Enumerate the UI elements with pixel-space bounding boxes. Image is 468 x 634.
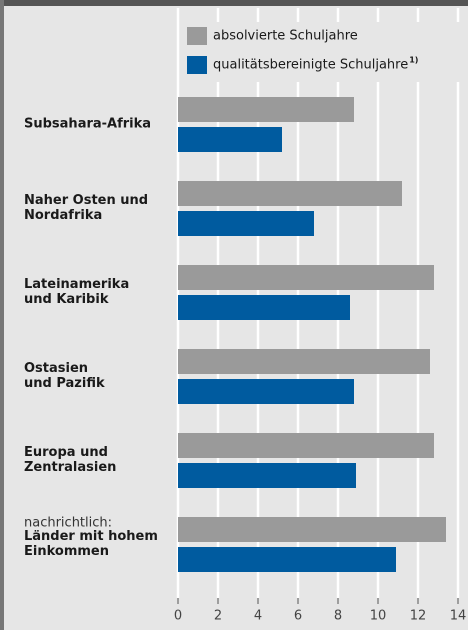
legend-note: 1) xyxy=(409,56,418,65)
x-tick-label: 2 xyxy=(214,609,222,624)
category-label: Länder mit hohem xyxy=(24,529,158,544)
x-tick-label: 12 xyxy=(410,609,427,624)
bar xyxy=(178,181,402,206)
category-label: Einkommen xyxy=(24,544,109,559)
legend-label: absolvierte Schuljahre xyxy=(213,29,358,44)
bar xyxy=(178,127,282,152)
x-tick-label: 6 xyxy=(294,609,302,624)
bar xyxy=(178,265,434,290)
category-label: und Karibik xyxy=(24,292,109,307)
bar xyxy=(178,349,430,374)
category-label: Nordafrika xyxy=(24,208,102,223)
bar xyxy=(178,379,354,404)
bar xyxy=(178,433,434,458)
category-label: und Pazifik xyxy=(24,376,105,391)
legend-swatch xyxy=(187,27,207,45)
bar xyxy=(178,463,356,488)
bar xyxy=(178,97,354,122)
category-label: Subsahara-Afrika xyxy=(24,117,151,132)
bar xyxy=(178,295,350,320)
x-tick-label: 10 xyxy=(370,609,387,624)
top-border xyxy=(0,0,468,6)
legend-background xyxy=(182,22,460,82)
left-border xyxy=(0,0,4,630)
category-label: Naher Osten und xyxy=(24,193,148,208)
bar xyxy=(178,547,396,572)
x-tick-label: 14 xyxy=(450,609,467,624)
bar xyxy=(178,517,446,542)
x-tick-label: 0 xyxy=(174,609,182,624)
category-label: Zentralasien xyxy=(24,460,116,475)
legend-label: qualitätsbereinigte Schuljahre xyxy=(213,58,408,73)
annotation: nachrichtlich: xyxy=(24,516,112,531)
x-tick-label: 8 xyxy=(334,609,342,624)
legend-swatch xyxy=(187,56,207,74)
category-label: Lateinamerika xyxy=(24,277,129,292)
x-tick-label: 4 xyxy=(254,609,262,624)
bar xyxy=(178,211,314,236)
category-label: Europa und xyxy=(24,445,108,460)
category-label: Ostasien xyxy=(24,361,88,376)
